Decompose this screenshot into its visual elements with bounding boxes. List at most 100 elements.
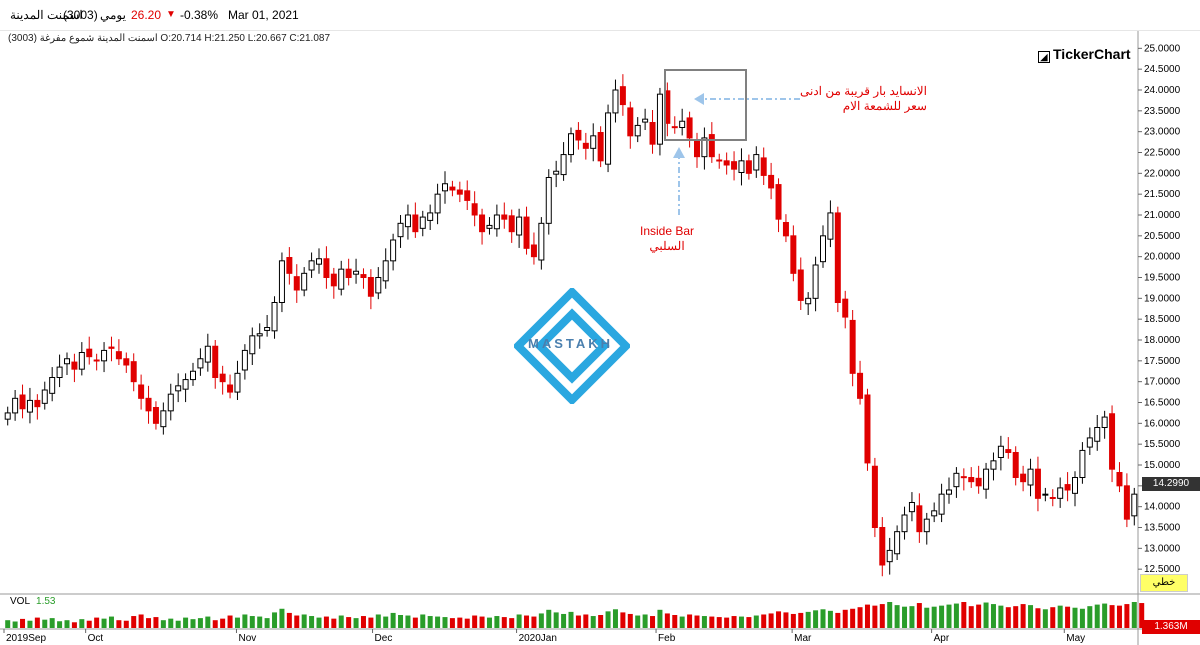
volume-bar <box>679 616 685 628</box>
volume-bar <box>286 612 292 628</box>
volume-bar <box>813 610 819 628</box>
volume-bar <box>857 607 863 628</box>
y-tick-label: 20.0000 <box>1144 252 1181 263</box>
volume-bar <box>220 618 226 628</box>
candle <box>879 517 886 577</box>
candle <box>568 127 574 163</box>
candle <box>204 333 211 372</box>
candle <box>182 373 189 403</box>
candle <box>990 452 997 481</box>
volume-bar <box>360 616 366 628</box>
candle <box>582 132 589 160</box>
volume-bar <box>842 609 848 628</box>
volume-bar <box>724 617 730 628</box>
volume-bar <box>709 616 715 628</box>
volume-bar <box>420 614 426 628</box>
volume-bar <box>820 609 826 628</box>
volume-bar <box>405 615 411 628</box>
period-label[interactable]: يومي <box>100 8 126 22</box>
volume-bar <box>108 616 114 628</box>
candle <box>1034 456 1041 512</box>
symbol-name[interactable]: اسمنت المدينة <box>10 8 83 22</box>
volume-bar <box>316 617 322 628</box>
candle <box>1064 472 1071 502</box>
candle <box>857 360 864 405</box>
candle <box>827 200 834 248</box>
inside-bar-subtitle: السلبي <box>649 239 685 253</box>
symbol-code[interactable]: (3003) <box>63 8 98 22</box>
volume-bar <box>464 618 470 628</box>
volume-bar <box>49 618 55 628</box>
candle <box>1027 458 1034 497</box>
candle <box>716 153 723 169</box>
volume-bar <box>776 611 782 628</box>
volume-bar <box>442 617 448 628</box>
candle <box>619 74 626 116</box>
volume-bar <box>264 618 270 628</box>
candle <box>419 210 426 237</box>
volume-bar <box>383 616 389 628</box>
candle <box>679 108 686 136</box>
volume-bar <box>1065 606 1071 628</box>
chart-mode-button[interactable]: خطي <box>1140 574 1188 592</box>
x-tick-label: 2019Sep <box>6 633 46 644</box>
candle <box>434 183 441 225</box>
volume-bar <box>731 616 737 628</box>
candle <box>64 352 70 375</box>
candle <box>1123 473 1130 528</box>
candle <box>975 465 982 494</box>
candle <box>960 468 967 491</box>
volume-name: VOL <box>10 596 31 607</box>
volume-bar <box>427 616 433 628</box>
volume-bar <box>12 621 18 628</box>
volume-bar <box>353 618 359 628</box>
candle <box>293 264 300 303</box>
volume-bar <box>894 605 900 628</box>
candle <box>864 388 871 471</box>
candle <box>442 171 448 204</box>
candle <box>41 381 48 410</box>
candle <box>597 126 604 168</box>
y-tick-label: 23.5000 <box>1144 106 1181 117</box>
volume-label: VOL 1.53 <box>10 596 55 607</box>
candle <box>1101 410 1108 439</box>
candle <box>108 336 115 362</box>
candle <box>256 323 263 349</box>
volume-bar <box>1020 604 1026 628</box>
volume-bar <box>872 605 878 628</box>
candle <box>316 248 322 274</box>
volume-bar <box>86 620 92 628</box>
volume-bar <box>909 606 915 628</box>
candle <box>404 204 411 240</box>
candle <box>834 206 841 313</box>
volume-bar <box>879 604 885 628</box>
volume-bar <box>294 615 300 628</box>
candle <box>160 402 167 435</box>
candle <box>330 267 337 299</box>
volume-bar <box>1072 607 1078 628</box>
volume-bar <box>1116 605 1122 628</box>
candle <box>820 225 826 268</box>
y-tick-label: 13.0000 <box>1144 543 1181 554</box>
mastakh-watermark-icon <box>514 288 630 404</box>
candle <box>1049 489 1056 507</box>
volume-bar <box>175 620 181 628</box>
change-label: -0.38% <box>180 8 219 22</box>
candle <box>923 512 930 545</box>
candle <box>390 233 397 271</box>
volume-bar <box>479 616 485 628</box>
candle <box>338 260 345 296</box>
volume-bar <box>338 615 344 628</box>
y-tick-label: 18.5000 <box>1144 314 1181 325</box>
volume-bar <box>1035 608 1041 628</box>
candle <box>656 87 663 156</box>
candle <box>605 104 612 173</box>
volume-bar <box>924 607 930 628</box>
volume-bar <box>598 615 604 628</box>
volume-bar <box>412 617 418 628</box>
candle <box>227 374 234 399</box>
y-tick-label: 22.5000 <box>1144 148 1181 159</box>
candle <box>790 225 797 282</box>
volume-bar <box>738 616 744 628</box>
